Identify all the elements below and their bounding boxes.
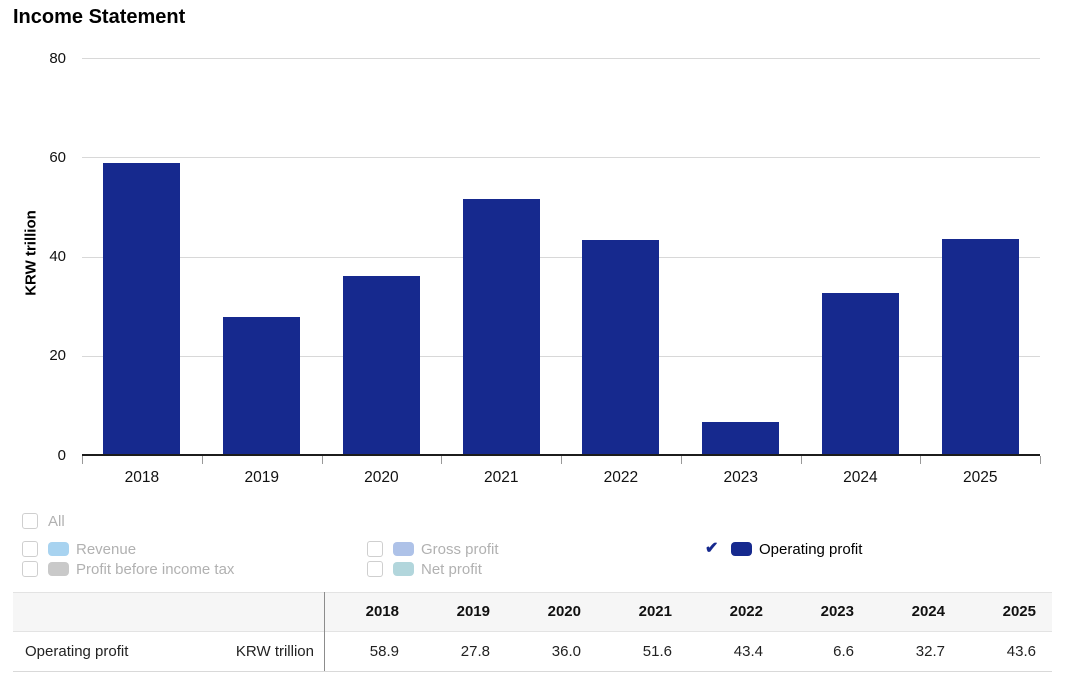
series-color-swatch: [393, 542, 414, 556]
legend-item-gross-profit[interactable]: Gross profit: [367, 540, 499, 558]
year-header-2022: 2022: [729, 603, 763, 620]
bar-2021[interactable]: [462, 198, 540, 455]
row-unit: KRW trillion: [235, 643, 314, 660]
bar-2024[interactable]: [821, 292, 899, 455]
checkbox-revenue[interactable]: [22, 541, 38, 557]
y-tick-label-80: 80: [49, 49, 66, 67]
legend-label: All: [48, 512, 65, 530]
x-axis-tick: [82, 456, 83, 464]
checkmark-icon[interactable]: ✔: [705, 540, 719, 557]
x-axis-tick: [680, 456, 682, 464]
bar-2018[interactable]: [103, 162, 181, 455]
legend-item-all[interactable]: All: [22, 512, 65, 530]
legend-label: Gross profit: [421, 540, 499, 558]
x-tick-label-2025: 2025: [962, 469, 998, 486]
legend-label: Net profit: [421, 560, 482, 578]
bar-2022[interactable]: [582, 239, 660, 455]
year-header-2021: 2021: [638, 603, 672, 620]
gridline-60: [82, 157, 1040, 158]
bar-2020[interactable]: [342, 276, 420, 455]
year-header-2024: 2024: [911, 603, 945, 620]
checkbox-all[interactable]: [22, 513, 38, 529]
checkbox-profit-before-income-tax[interactable]: [22, 561, 38, 577]
value-cell-2025: 43.6: [1006, 643, 1036, 660]
x-axis-tick: [920, 456, 922, 464]
legend-label: Revenue: [76, 540, 137, 558]
bar-2023[interactable]: [702, 422, 780, 455]
table-header-row: 2018 2019 2020 2021 2022 2023 2024 2025: [13, 592, 1052, 632]
checkbox-net-profit[interactable]: [367, 561, 383, 577]
legend-label: Operating profit: [759, 540, 863, 558]
legend-label: Profit before income tax: [76, 560, 235, 578]
x-axis-tick: [800, 456, 802, 464]
table-row: Operating profit KRW trillion 58.9 27.8 36…: [13, 632, 1052, 672]
year-header-2019: 2019: [456, 603, 490, 620]
x-tick-label-2019: 2019: [244, 469, 279, 486]
gridline-40: [82, 257, 1040, 258]
checkbox-gross-profit[interactable]: [367, 541, 383, 557]
row-label: Operating profit: [25, 643, 129, 660]
y-tick-label-60: 60: [49, 148, 66, 166]
value-cell-2018: 58.9: [369, 643, 399, 660]
value-cell-2023: 6.6: [833, 643, 854, 660]
header-label-cell: [13, 593, 200, 631]
legend-item-revenue[interactable]: Revenue: [22, 540, 136, 558]
x-tick-label-2018: 2018: [124, 469, 160, 486]
x-axis-tick: [201, 456, 203, 464]
x-tick-label-2021: 2021: [483, 469, 519, 486]
legend-item-profit-before-income-tax[interactable]: Profit before income tax: [22, 560, 234, 578]
y-tick-label-20: 20: [49, 347, 66, 365]
gridline-80: [82, 58, 1040, 59]
x-tick-label-2024: 2024: [843, 469, 878, 486]
y-tick-label-40: 40: [49, 248, 66, 265]
x-tick-label-2022: 2022: [603, 469, 639, 486]
x-axis-line: [82, 454, 1040, 456]
x-axis-tick: [561, 456, 562, 464]
series-color-swatch: [48, 562, 69, 576]
x-axis-tick: [1040, 456, 1041, 464]
data-table: 2018 2019 2020 2021 2022 2023 2024 2025 Operati…: [13, 592, 1052, 672]
year-header-2025: 2025: [1002, 603, 1036, 620]
value-cell-2022: 43.4: [733, 643, 763, 660]
value-cell-2024: 32.7: [915, 643, 945, 660]
y-axis-label: KRW trillion: [22, 210, 40, 296]
year-header-2020: 2020: [547, 603, 581, 620]
bar-2019[interactable]: [223, 317, 301, 455]
value-cell-2020: 36.0: [551, 643, 581, 660]
year-header-2018: 2018: [365, 603, 399, 620]
series-color-swatch: [393, 562, 414, 576]
gridline-20: [82, 356, 1040, 357]
page-title: Income Statement: [13, 6, 186, 28]
value-cell-2021: 51.6: [642, 643, 672, 660]
x-tick-label-2020: 2020: [364, 469, 399, 486]
legend-item-operating-profit[interactable]: ✔ Operating profit: [705, 540, 862, 558]
table-vertical-divider: [324, 592, 325, 671]
x-axis-tick: [441, 456, 443, 464]
x-tick-label-2023: 2023: [723, 469, 758, 486]
series-color-swatch: [48, 542, 69, 556]
year-header-2023: 2023: [820, 603, 854, 620]
x-axis-tick: [321, 456, 323, 464]
legend-item-net-profit[interactable]: Net profit: [367, 560, 482, 578]
y-tick-label-0: 0: [57, 446, 66, 464]
bar-2025[interactable]: [941, 238, 1019, 455]
value-cell-2019: 27.8: [460, 643, 490, 660]
header-unit-cell: [200, 593, 324, 631]
operating-profit-bar-chart: 0 20 40 60 80 2018 2019 2020 2021 2022 2023 2024 202…: [22, 49, 1041, 486]
series-color-swatch: [731, 542, 752, 556]
